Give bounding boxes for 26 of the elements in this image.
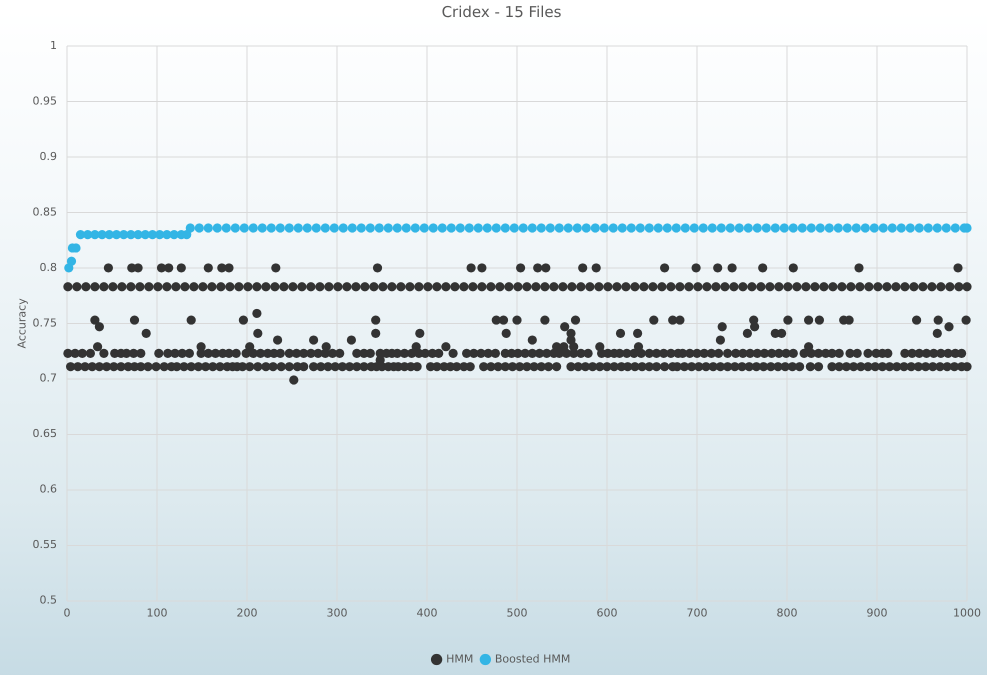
x-tick-label: 800 bbox=[776, 606, 798, 620]
x-tick-label: 1000 bbox=[953, 606, 982, 620]
x-tick-label: 700 bbox=[686, 606, 708, 620]
y-axis-title: Accuracy bbox=[15, 298, 28, 349]
x-tick-label: 600 bbox=[596, 606, 618, 620]
y-tick-label: 0.9 bbox=[40, 150, 57, 163]
legend-label: HMM bbox=[446, 652, 474, 666]
x-tick-label: 400 bbox=[416, 606, 438, 620]
x-tick-label: 0 bbox=[64, 606, 70, 620]
y-tick-label: 0.5 bbox=[40, 594, 57, 607]
y-tick-label: 1 bbox=[50, 38, 57, 52]
x-tick-label: 500 bbox=[506, 606, 528, 620]
chart-title: Cridex - 15 Files bbox=[442, 2, 562, 21]
y-tick-label: 0.75 bbox=[32, 316, 57, 330]
y-tick-label: 0.95 bbox=[32, 94, 57, 108]
y-tick-label: 0.7 bbox=[40, 372, 57, 385]
x-tick-label: 300 bbox=[326, 606, 348, 620]
legend-label: Boosted HMM bbox=[494, 652, 570, 666]
x-tick-label: 200 bbox=[236, 606, 258, 620]
x-tick-label: 900 bbox=[866, 606, 888, 620]
y-tick-label: 0.55 bbox=[32, 538, 57, 552]
x-tick-label: 100 bbox=[146, 606, 168, 620]
y-tick-label: 0.8 bbox=[40, 260, 57, 274]
y-tick-label: 0.85 bbox=[32, 205, 57, 218]
y-tick-label: 0.65 bbox=[32, 427, 57, 440]
y-tick-label: 0.6 bbox=[40, 482, 57, 496]
